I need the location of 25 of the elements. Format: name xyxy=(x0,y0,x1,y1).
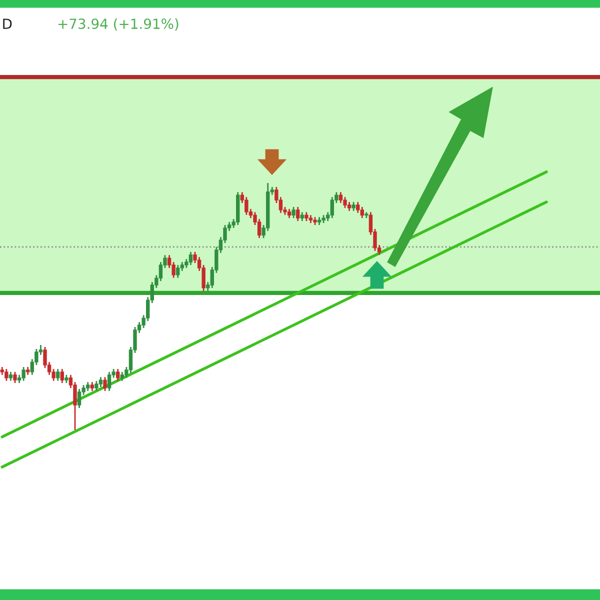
candlestick xyxy=(60,368,64,384)
candlestick xyxy=(343,196,347,209)
candlestick xyxy=(188,251,193,266)
candlestick xyxy=(4,368,8,382)
candlestick xyxy=(338,191,343,204)
candlestick xyxy=(94,380,98,392)
candlestick xyxy=(103,376,107,392)
candlestick xyxy=(356,201,360,214)
candlestick xyxy=(22,366,26,382)
candlestick xyxy=(107,371,112,392)
candlestick xyxy=(77,388,82,409)
candlestick xyxy=(13,371,17,384)
candlestick xyxy=(296,206,300,222)
candlestick xyxy=(98,376,103,388)
candlestick xyxy=(257,218,262,239)
text: D xyxy=(3,18,12,29)
candlestick xyxy=(116,368,120,382)
candlestick xyxy=(158,261,163,282)
candlestick xyxy=(287,208,292,219)
candlestick xyxy=(292,206,296,219)
candlestick xyxy=(360,206,364,219)
candlestick xyxy=(244,196,248,216)
candlestick xyxy=(56,368,60,382)
text: +73.94 (+1.91%) xyxy=(58,18,178,31)
candlestick xyxy=(176,264,180,279)
